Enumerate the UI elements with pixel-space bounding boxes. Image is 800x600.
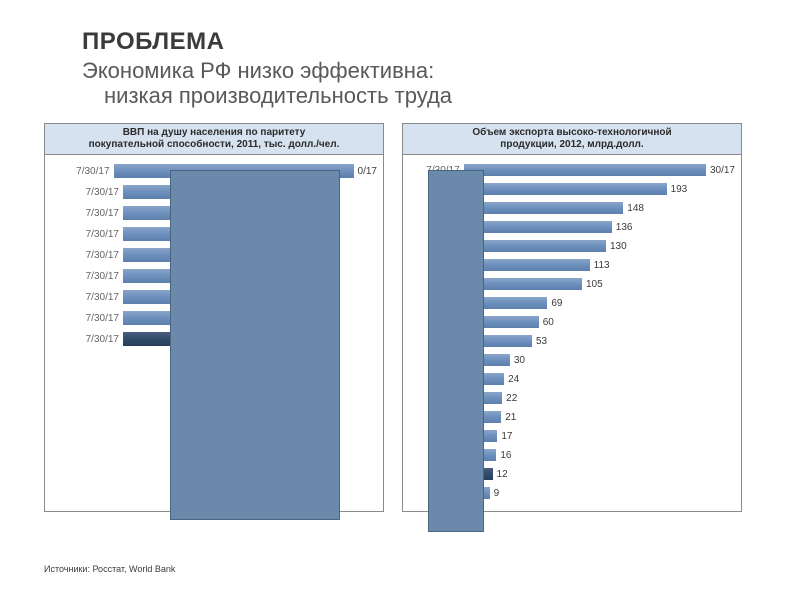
subtitle-line1: Экономика РФ низко эффективна:: [82, 58, 434, 83]
charts-row: ВВП на душу населения по паритетупокупат…: [0, 109, 800, 512]
bar-track: 30: [481, 353, 735, 367]
bar-y-label: 7/30/17: [45, 334, 123, 345]
bar-track: 69: [481, 296, 735, 310]
bar-track: 22: [481, 391, 735, 405]
bar-value-label: 60: [543, 317, 554, 328]
bar-y-label: 7/30/17: [45, 166, 114, 177]
bar-track: 193: [481, 182, 735, 196]
bar-track: 17: [481, 429, 735, 443]
bar-value-label: 0/17: [358, 166, 377, 177]
bar: [481, 392, 502, 404]
bar-value-label: 12: [497, 469, 508, 480]
overlay-box-left: [170, 170, 340, 520]
chart-title-left: ВВП на душу населения по паритетупокупат…: [45, 124, 383, 155]
source-text: Источники: Росстат, World Bank: [44, 564, 175, 574]
bar-track: 60: [481, 315, 735, 329]
bar-track: 9: [481, 486, 735, 500]
bar-y-label: 7/30/17: [45, 313, 123, 324]
bar-value-label: 136: [616, 222, 633, 233]
bar-value-label: 193: [671, 184, 688, 195]
bar-value-label: 148: [627, 203, 644, 214]
chart-title-right: Объем экспорта высоко-технологичнойпроду…: [403, 124, 741, 155]
page-title: ПРОБЛЕМА: [82, 28, 800, 56]
bar: [481, 297, 547, 309]
bar-track: 105: [481, 277, 735, 291]
bar: [481, 354, 510, 366]
bar: [481, 202, 623, 214]
bar-value-label: 130: [610, 241, 627, 252]
bar: [481, 259, 590, 271]
bar-value-label: 53: [536, 336, 547, 347]
bar-track: 148: [481, 201, 735, 215]
bar-y-label: 7/30/17: [45, 292, 123, 303]
overlay-box-right: [428, 170, 484, 532]
bar-value-label: 24: [508, 374, 519, 385]
header-block: ПРОБЛЕМА Экономика РФ низко эффективна: …: [0, 0, 800, 109]
bar-value-label: 22: [506, 393, 517, 404]
bar: [481, 373, 504, 385]
bar-track: 21: [481, 410, 735, 424]
bar: [481, 335, 532, 347]
bar-track: 113: [481, 258, 735, 272]
bar-y-label: 7/30/17: [45, 208, 123, 219]
bar: [481, 183, 667, 195]
bar-track: 136: [481, 220, 735, 234]
bar-track: 53: [481, 334, 735, 348]
bar: [481, 316, 539, 328]
bar-track: 30/17: [464, 163, 735, 177]
subtitle-line2: низкая производительность труда: [82, 83, 452, 108]
bar-value-label: 21: [505, 412, 516, 423]
bar-track: 16: [481, 448, 735, 462]
bar-y-label: 7/30/17: [45, 271, 123, 282]
bar: [481, 278, 582, 290]
bar-y-label: 7/30/17: [45, 229, 123, 240]
bar-value-label: 30/17: [710, 165, 735, 176]
bar-value-label: 17: [501, 431, 512, 442]
page-subtitle: Экономика РФ низко эффективна: низкая пр…: [82, 58, 800, 109]
bar: [464, 164, 706, 176]
bar: [481, 411, 501, 423]
bar: [481, 240, 606, 252]
bar-value-label: 16: [500, 450, 511, 461]
bar-value-label: 30: [514, 355, 525, 366]
bar-track: 24: [481, 372, 735, 386]
bar-y-label: 7/30/17: [45, 187, 123, 198]
bar-value-label: 9: [494, 488, 500, 499]
bar-track: 130: [481, 239, 735, 253]
bar-value-label: 69: [551, 298, 562, 309]
bar: [481, 221, 612, 233]
bar-y-label: 7/30/17: [45, 250, 123, 261]
bar-value-label: 113: [594, 260, 610, 271]
bar-track: 12: [481, 467, 735, 481]
bar-value-label: 105: [586, 279, 603, 290]
